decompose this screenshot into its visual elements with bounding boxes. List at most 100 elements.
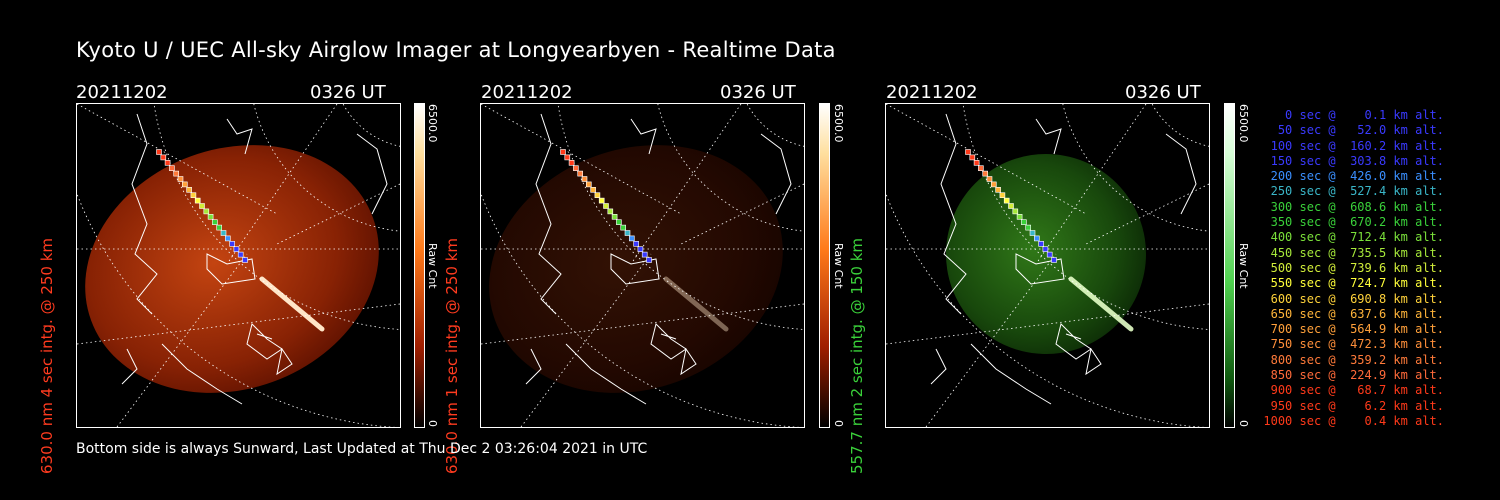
- trajectory-marker: [590, 187, 596, 193]
- trajectory-marker: [995, 187, 1001, 193]
- trajectory-marker: [237, 251, 244, 258]
- trajectory-marker: [969, 154, 976, 161]
- trajectory-marker: [1038, 241, 1044, 247]
- legend-row: 900 sec @ 68.7 km alt.: [1263, 383, 1444, 398]
- panel-2-allsky-image: [480, 103, 805, 428]
- legend-row: 100 sec @ 160.2 km alt.: [1263, 138, 1444, 153]
- trajectory-marker: [1021, 219, 1027, 225]
- trajectory-marker: [156, 149, 162, 155]
- legend-row: 600 sec @ 690.8 km alt.: [1263, 291, 1444, 306]
- panel-3-allsky-image: [885, 103, 1210, 428]
- legend-row: 50 sec @ 52.0 km alt.: [1263, 123, 1444, 138]
- trajectory-marker: [577, 170, 583, 177]
- legend-row: 0 sec @ 0.1 km alt.: [1263, 108, 1444, 122]
- allsky-map: [886, 104, 1209, 427]
- panel-2-cbar-min: 0: [832, 420, 845, 427]
- legend-row: 650 sec @ 637.6 km alt.: [1263, 306, 1444, 321]
- legend-row: 1000 sec @ 0.4 km alt.: [1263, 413, 1444, 428]
- legend-row: 550 sec @ 724.7 km alt.: [1263, 276, 1444, 291]
- trajectory-marker: [1042, 246, 1049, 252]
- panel-2-colorbar: [819, 103, 830, 428]
- panel-3-cbar-min: 0: [1237, 420, 1250, 427]
- trajectory-marker: [1008, 203, 1014, 209]
- trajectory-marker: [1016, 214, 1023, 220]
- panel-1-cbar-min: 0: [426, 420, 439, 427]
- trajectory-marker: [620, 224, 626, 231]
- panel-2-time: 0326 UT: [720, 82, 796, 103]
- panel-3-colorbar: [1224, 103, 1235, 428]
- trajectory-marker: [199, 203, 205, 209]
- trajectory-marker: [978, 165, 984, 172]
- trajectory-marker: [177, 176, 184, 182]
- legend-row: 200 sec @ 426.0 km alt.: [1263, 169, 1444, 184]
- allsky-map: [77, 104, 400, 427]
- legend-row: 350 sec @ 670.2 km alt.: [1263, 215, 1444, 230]
- trajectory-marker: [207, 214, 214, 220]
- trajectory-marker: [1029, 230, 1036, 236]
- panel-3-date: 20211202: [886, 82, 978, 103]
- legend-row: 250 sec @ 527.4 km alt.: [1263, 184, 1444, 199]
- trajectory-marker: [641, 251, 648, 258]
- legend-row: 950 sec @ 6.2 km alt.: [1263, 398, 1444, 413]
- airglow-emission: [85, 145, 379, 393]
- panel-1-cbar-unit: Raw Cnt: [426, 243, 439, 289]
- trajectory-marker: [194, 197, 201, 204]
- trajectory-marker: [186, 187, 192, 193]
- trajectory-marker: [169, 165, 175, 172]
- trajectory-marker: [573, 165, 579, 172]
- coastline-overlay: [121, 113, 388, 405]
- legend-row: 150 sec @ 303.8 km alt.: [1263, 153, 1444, 168]
- trajectory-marker: [220, 230, 227, 236]
- airglow-emission: [489, 145, 783, 393]
- panel-1-allsky-image: [76, 103, 401, 428]
- legend-row: 500 sec @ 739.6 km alt.: [1263, 260, 1444, 275]
- panel-3-time: 0326 UT: [1125, 82, 1201, 103]
- airglow-emission: [946, 154, 1146, 354]
- trajectory-marker: [999, 192, 1006, 198]
- trajectory-marker: [225, 235, 231, 242]
- trajectory-marker: [607, 208, 614, 215]
- panel-3-cbar-max: 6500.0: [1237, 104, 1250, 143]
- trajectory-marker: [633, 241, 639, 247]
- trajectory-marker: [190, 192, 197, 198]
- trajectory-marker: [965, 149, 971, 155]
- trajectory-marker: [598, 197, 605, 204]
- trajectory-marker: [1003, 197, 1010, 204]
- panel-3-cbar-unit: Raw Cnt: [1237, 243, 1250, 289]
- trajectory-marker: [160, 154, 167, 161]
- footer-note: Bottom side is always Sunward, Last Upda…: [76, 441, 648, 457]
- panel-1-wavelength-label: 630.0 nm 4 sec intg. @ 250 km: [38, 237, 56, 474]
- trajectory-marker: [560, 149, 566, 155]
- page-title: Kyoto U / UEC All-sky Airglow Imager at …: [76, 38, 836, 62]
- trajectory-marker: [564, 154, 571, 161]
- trajectory-marker: [1012, 208, 1019, 215]
- panel-1-date: 20211202: [76, 82, 168, 103]
- trajectory-legend: 0 sec @ 0.1 km alt. 50 sec @ 52.0 km alt…: [1262, 108, 1444, 429]
- panel-1-colorbar: [414, 103, 425, 428]
- trajectory-marker: [1051, 257, 1057, 263]
- trajectory-marker: [182, 181, 188, 188]
- panel-1-cbar-max: 6500.0: [426, 104, 439, 143]
- trajectory-marker: [233, 246, 240, 252]
- trajectory-marker: [568, 159, 575, 166]
- trajectory-marker: [611, 214, 618, 220]
- panel-2-wavelength-label: 630.0 nm 1 sec intg. @ 250 km: [443, 237, 461, 474]
- trajectory-marker: [216, 224, 222, 231]
- panel-3-wavelength-label: 557.7 nm 2 sec intg. @ 150 km: [848, 237, 866, 474]
- trajectory-marker: [242, 257, 248, 263]
- coastline-overlay: [930, 113, 1197, 405]
- legend-row: 850 sec @ 224.9 km alt.: [1263, 368, 1444, 383]
- legend-row: 300 sec @ 608.6 km alt.: [1263, 199, 1444, 214]
- legend-row: 700 sec @ 564.9 km alt.: [1263, 322, 1444, 337]
- trajectory-marker: [586, 181, 592, 188]
- panel-2-date: 20211202: [481, 82, 573, 103]
- trajectory-marker: [637, 246, 644, 252]
- trajectory-marker: [982, 170, 988, 177]
- trajectory-marker: [1046, 251, 1053, 258]
- trajectory-marker: [603, 203, 609, 209]
- legend-row: 750 sec @ 472.3 km alt.: [1263, 337, 1444, 352]
- panel-2-cbar-unit: Raw Cnt: [832, 243, 845, 289]
- trajectory-marker: [646, 257, 652, 263]
- allsky-map: [481, 104, 804, 427]
- trajectory-marker: [164, 159, 171, 166]
